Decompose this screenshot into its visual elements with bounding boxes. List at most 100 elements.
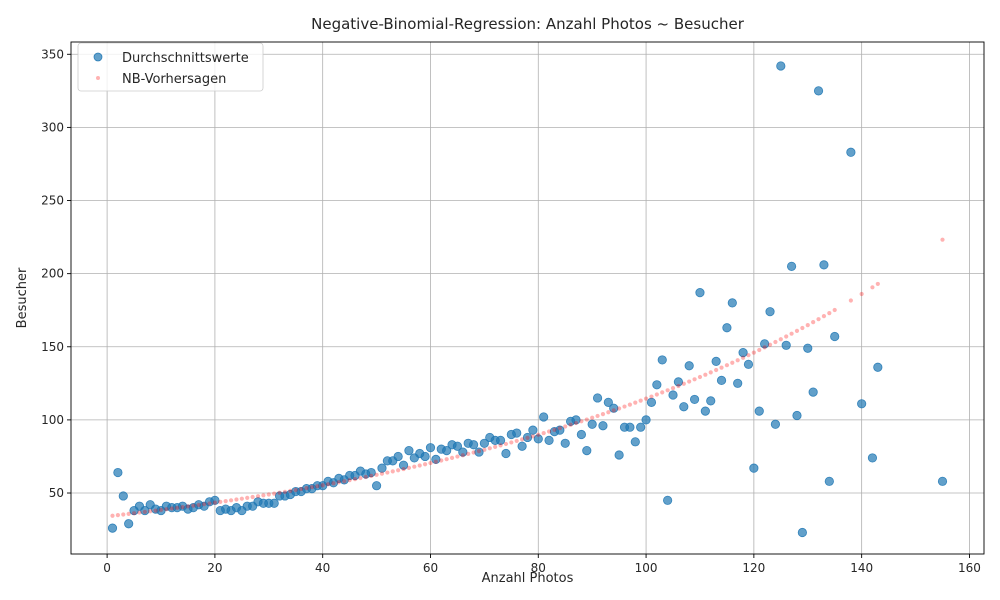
- data-point-prediction: [304, 486, 309, 491]
- data-point-average: [113, 467, 123, 478]
- data-point-prediction: [342, 479, 347, 484]
- data-point-prediction: [617, 406, 622, 411]
- data-point-average: [641, 415, 651, 425]
- data-point-average: [679, 402, 689, 412]
- data-point-prediction: [514, 438, 519, 444]
- data-point-prediction: [142, 509, 147, 515]
- data-point-average: [663, 495, 673, 505]
- data-point-prediction: [390, 469, 395, 474]
- data-point-prediction: [196, 502, 201, 508]
- y-tick-label: 200: [41, 267, 64, 281]
- data-point-average: [425, 443, 436, 453]
- data-point-prediction: [697, 374, 703, 380]
- data-point-prediction: [255, 494, 261, 499]
- data-point-average: [458, 447, 468, 457]
- data-point-average: [107, 523, 118, 533]
- data-point-prediction: [320, 483, 325, 488]
- data-point-average: [603, 397, 613, 407]
- data-point-prediction: [660, 390, 665, 395]
- data-point-prediction: [859, 291, 864, 297]
- data-point-prediction: [687, 379, 692, 384]
- data-point-prediction: [433, 459, 438, 464]
- x-tick-label: 40: [315, 561, 330, 575]
- data-point-prediction: [396, 468, 401, 473]
- data-point-prediction: [158, 507, 164, 513]
- data-point-average: [269, 498, 279, 508]
- data-point-prediction: [428, 460, 433, 466]
- data-point-prediction: [751, 350, 756, 355]
- data-point-prediction: [412, 464, 417, 469]
- data-point-prediction: [180, 505, 185, 510]
- data-point-prediction: [277, 490, 282, 495]
- data-point-average: [867, 453, 878, 463]
- data-point-prediction: [110, 513, 115, 518]
- data-point-prediction: [821, 314, 827, 319]
- data-point-prediction: [778, 337, 783, 342]
- data-point-average: [716, 375, 727, 386]
- data-point-average: [377, 463, 387, 473]
- data-point-average: [668, 390, 678, 400]
- data-point-prediction: [525, 435, 530, 440]
- data-point-average: [555, 425, 565, 435]
- data-point-prediction: [266, 492, 271, 497]
- data-point-prediction: [611, 408, 616, 413]
- data-point-prediction: [234, 497, 239, 502]
- y-tick-label: 300: [41, 120, 64, 134]
- data-point-average: [625, 422, 635, 432]
- data-point-average: [689, 394, 700, 405]
- data-point-average: [846, 147, 856, 157]
- data-point-prediction: [870, 285, 875, 290]
- data-point-average: [695, 288, 705, 298]
- data-point-prediction: [681, 381, 686, 386]
- data-point-prediction: [466, 451, 471, 456]
- data-point-average: [609, 403, 619, 413]
- data-point-prediction: [153, 508, 158, 513]
- data-point-prediction: [482, 447, 487, 452]
- data-point-prediction: [439, 458, 444, 463]
- data-point-average: [738, 348, 748, 358]
- data-point-prediction: [848, 298, 853, 303]
- data-point-average: [544, 435, 554, 445]
- data-point-prediction: [762, 345, 767, 350]
- data-point-prediction: [875, 281, 880, 287]
- data-point-prediction: [444, 457, 449, 462]
- data-point-average: [765, 307, 775, 317]
- data-point-prediction: [169, 506, 174, 511]
- data-point-prediction: [331, 481, 336, 486]
- data-point-prediction: [600, 412, 606, 417]
- data-point-prediction: [708, 370, 713, 375]
- data-point-prediction: [767, 342, 773, 347]
- data-point-prediction: [746, 353, 751, 358]
- data-point-prediction: [520, 437, 525, 442]
- data-point-prediction: [363, 474, 368, 480]
- data-point-average: [124, 519, 134, 529]
- data-point-prediction: [487, 446, 492, 451]
- chart-title: Negative-Binomial-Regression: Anzahl Pho…: [311, 15, 745, 33]
- data-point-prediction: [773, 339, 778, 345]
- data-point-average: [830, 331, 840, 342]
- data-point-prediction: [315, 484, 320, 489]
- x-tick-label: 80: [531, 561, 546, 575]
- data-point-prediction: [730, 360, 735, 365]
- data-point-average: [808, 387, 818, 397]
- data-point-prediction: [369, 473, 374, 478]
- data-point-prediction: [692, 377, 697, 382]
- data-point-prediction: [740, 355, 746, 360]
- data-point-prediction: [218, 499, 223, 504]
- data-point-prediction: [805, 322, 810, 328]
- data-point-prediction: [288, 488, 293, 494]
- data-point-prediction: [595, 413, 600, 419]
- legend-marker-averages: [93, 52, 103, 62]
- data-point-average: [684, 361, 694, 371]
- data-point-average: [571, 415, 581, 425]
- data-point-average: [118, 491, 128, 501]
- data-point-average: [614, 450, 624, 460]
- axes-frame: [70, 41, 985, 555]
- data-point-average: [210, 495, 220, 505]
- data-layer: [107, 61, 948, 538]
- data-point-prediction: [309, 485, 315, 490]
- data-point-prediction: [299, 486, 304, 492]
- data-point-prediction: [643, 396, 649, 401]
- data-point-prediction: [832, 307, 837, 313]
- data-point-average: [873, 362, 883, 372]
